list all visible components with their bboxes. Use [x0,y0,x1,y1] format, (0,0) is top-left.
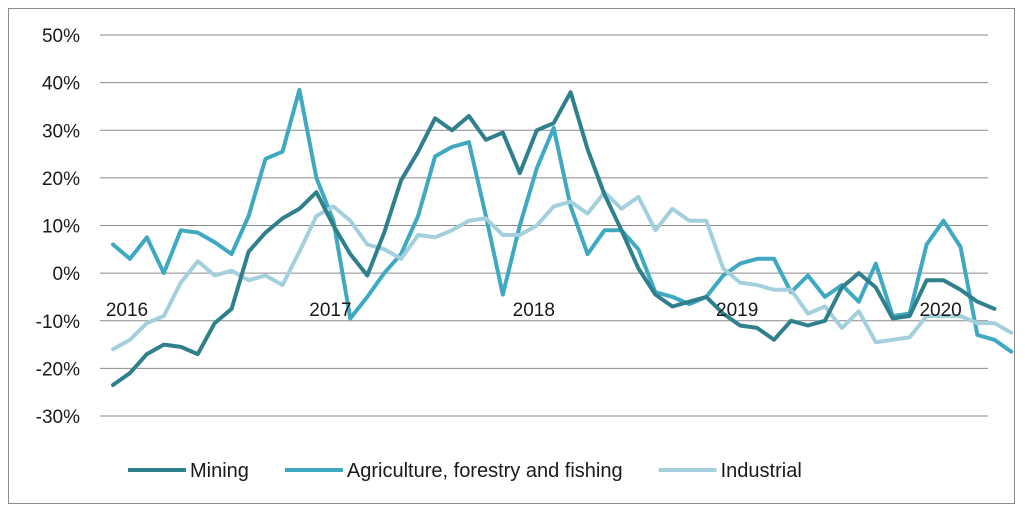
y-axis-tick-labels: 50% 40% 30% 20% 10% 0% -10% -20% -30% [36,26,80,428]
legend: Mining Agriculture, forestry and fishing I… [128,460,802,482]
series-lines [111,87,1014,387]
series-line-1 [111,87,1014,354]
y-tick-label: 40% [42,74,80,95]
y-tick-label: 0% [53,264,81,285]
gridlines [100,34,988,417]
y-tick-label: 50% [42,26,80,47]
y-tick-label: 10% [42,217,80,238]
y-tick-label: 30% [42,121,80,142]
x-tick-label: 2016 [106,300,148,321]
y-tick-label: -10% [36,312,80,333]
series-line-2 [111,190,1014,352]
y-tick-label: 20% [42,169,80,190]
legend-label: Agriculture, forestry and fishing [347,460,623,482]
x-tick-label: 2019 [716,300,758,321]
x-tick-label: 2018 [513,300,555,321]
y-tick-label: -30% [36,407,80,428]
x-axis-tick-labels: 2016 2017 2018 2019 2020 [106,300,962,321]
series-line-0 [111,90,997,387]
legend-label: Industrial [721,460,802,482]
legend-label: Mining [190,460,249,482]
y-tick-label: -20% [36,359,80,380]
x-tick-label: 2017 [309,300,351,321]
x-tick-label: 2020 [919,300,961,321]
